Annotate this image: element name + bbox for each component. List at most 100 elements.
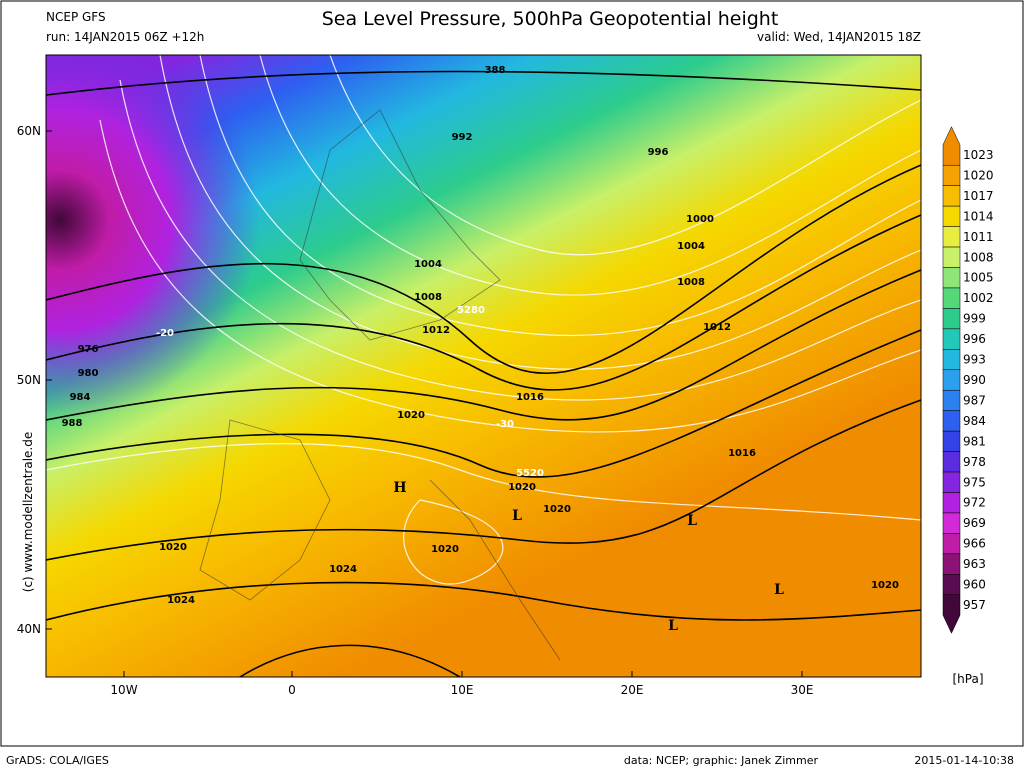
model: NCEP GFS [46,10,106,24]
contour-label: 988 [62,418,83,429]
contour-label: 1000 [686,214,714,225]
colorbar-label: 975 [963,475,986,489]
colorbar-label: 978 [963,455,986,469]
credit: (c) www.modellzentrale.de [21,432,35,592]
colorbar-label: 1023 [963,148,994,162]
contour-label: 1020 [159,542,187,553]
contour-label: 388 [485,65,506,76]
contour-label: -30 [496,419,514,430]
contour-label: 1024 [329,564,357,575]
footer-timestamp: 2015-01-14-10:38 [914,754,1014,767]
colorbar-arrow [942,126,961,166]
colorbar-cell [942,492,961,514]
colorbar-cell [942,328,961,350]
map [46,55,921,677]
contour-label: 1004 [677,241,705,252]
lat-label: 40N [17,622,41,636]
colorbar-label: 987 [963,393,986,407]
colorbar-label: 957 [963,598,986,612]
contour-label: 1012 [422,325,450,336]
lon-label: 30E [791,683,814,697]
contour-label: 5280 [457,305,485,316]
contour-label: 1016 [516,392,544,403]
colorbar-cell [942,410,961,432]
colorbar-unit: [hPa] [952,672,983,686]
colorbar-cell [942,287,961,309]
colorbar-cell [942,164,961,186]
colorbar-label: 993 [963,353,986,367]
contour-label: 1004 [414,259,442,270]
colorbar-cell [942,553,961,575]
colorbar-label: 999 [963,312,986,326]
colorbar-cell [942,451,961,473]
colorbar-cell [942,226,961,248]
title: Sea Level Pressure, 500hPa Geopotential … [322,8,779,30]
colorbar-label: 981 [963,434,986,448]
colorbar-label: 1011 [963,230,994,244]
colorbar-cell [942,349,961,371]
colorbar-label: 966 [963,537,986,551]
colorbar-label: 1014 [963,209,994,223]
contour-label: 1020 [431,544,459,555]
contour-label: 1020 [871,580,899,591]
colorbar-cell [942,246,961,268]
footer-source: data: NCEP; graphic: Janek Zimmer [624,754,819,767]
contour-label: 1020 [543,504,571,515]
colorbar-label: 990 [963,373,986,387]
lat-label: 60N [17,124,41,138]
contour-label: 980 [78,368,99,379]
contour-label: 1008 [414,292,442,303]
colorbar-label: 969 [963,516,986,530]
pressure-center: L [687,513,697,529]
contour-label: 5520 [516,468,544,479]
colorbar-label: 960 [963,578,986,592]
pressure-center: H [393,480,406,496]
contour-label: 992 [452,132,473,143]
contour-label: 996 [648,147,669,158]
colorbar-label: 1008 [963,250,994,264]
contour-label: 1020 [508,482,536,493]
contour-label: 1020 [397,410,425,421]
colorbar-cell [942,185,961,207]
pressure-center: L [512,508,522,524]
colorbar-cell [942,389,961,411]
colorbar-cell [942,430,961,452]
lon-label: 10E [451,683,474,697]
contour-label: 1016 [728,448,756,459]
contour-label: -20 [156,328,174,339]
colorbar-cell [942,512,961,534]
contour-label: 1008 [677,277,705,288]
colorbar-cell [942,533,961,555]
contour-label: 1012 [703,322,731,333]
pressure-center: L [668,618,678,634]
colorbar-cell [942,267,961,289]
contour-label: 976 [78,344,99,355]
lat-label: 50N [17,373,41,387]
colorbar-label: 972 [963,496,986,510]
colorbar-arrow [942,594,961,634]
colorbar-label: 996 [963,332,986,346]
lon-label: 20E [621,683,644,697]
colorbar-cell [942,308,961,330]
colorbar-label: 1005 [963,271,994,285]
footer-software: GrADS: COLA/IGES [6,754,109,767]
colorbar-label: 963 [963,557,986,571]
colorbar-cell [942,369,961,391]
valid: valid: Wed, 14JAN2015 18Z [757,30,921,44]
contour-label: 984 [70,392,91,403]
lon-label: 10W [110,683,137,697]
colorbar-label: 1020 [963,168,994,182]
map-border [45,54,922,678]
colorbar-label: 1002 [963,291,994,305]
colorbar-cell [942,205,961,227]
run: run: 14JAN2015 06Z +12h [46,30,204,44]
colorbar-cell [942,574,961,596]
colorbar-label: 1017 [963,189,994,203]
lon-label: 0 [288,683,296,697]
contour-label: 1024 [167,595,195,606]
colorbar-cell [942,471,961,493]
frame [0,0,1024,747]
colorbar-label: 984 [963,414,986,428]
pressure-center: L [774,582,784,598]
